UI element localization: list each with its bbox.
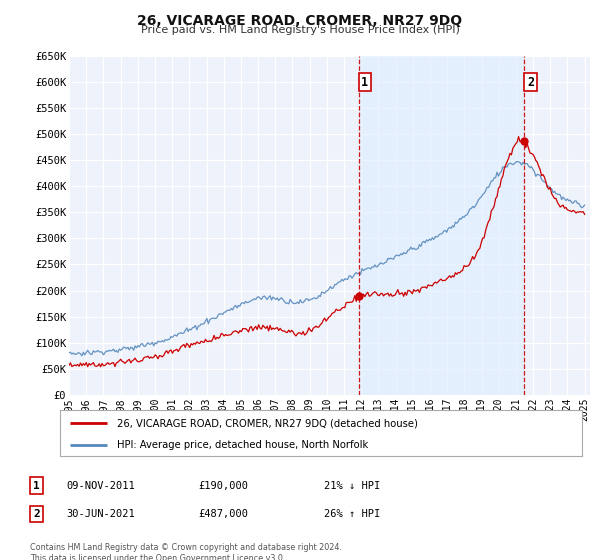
Text: 26, VICARAGE ROAD, CROMER, NR27 9DQ (detached house): 26, VICARAGE ROAD, CROMER, NR27 9DQ (det… [118, 418, 418, 428]
Text: 2: 2 [527, 76, 534, 88]
Text: 26, VICARAGE ROAD, CROMER, NR27 9DQ: 26, VICARAGE ROAD, CROMER, NR27 9DQ [137, 14, 463, 28]
Text: £487,000: £487,000 [198, 509, 248, 519]
Text: 2: 2 [33, 509, 40, 519]
Text: 1: 1 [361, 76, 368, 88]
Text: 21% ↓ HPI: 21% ↓ HPI [324, 480, 380, 491]
Text: 09-NOV-2011: 09-NOV-2011 [66, 480, 135, 491]
Text: HPI: Average price, detached house, North Norfolk: HPI: Average price, detached house, Nort… [118, 440, 368, 450]
Text: 30-JUN-2021: 30-JUN-2021 [66, 509, 135, 519]
Text: Price paid vs. HM Land Registry's House Price Index (HPI): Price paid vs. HM Land Registry's House … [140, 25, 460, 35]
Text: £190,000: £190,000 [198, 480, 248, 491]
Text: Contains HM Land Registry data © Crown copyright and database right 2024.
This d: Contains HM Land Registry data © Crown c… [30, 543, 342, 560]
Text: 26% ↑ HPI: 26% ↑ HPI [324, 509, 380, 519]
Text: 1: 1 [33, 480, 40, 491]
Bar [359, 56, 524, 395]
